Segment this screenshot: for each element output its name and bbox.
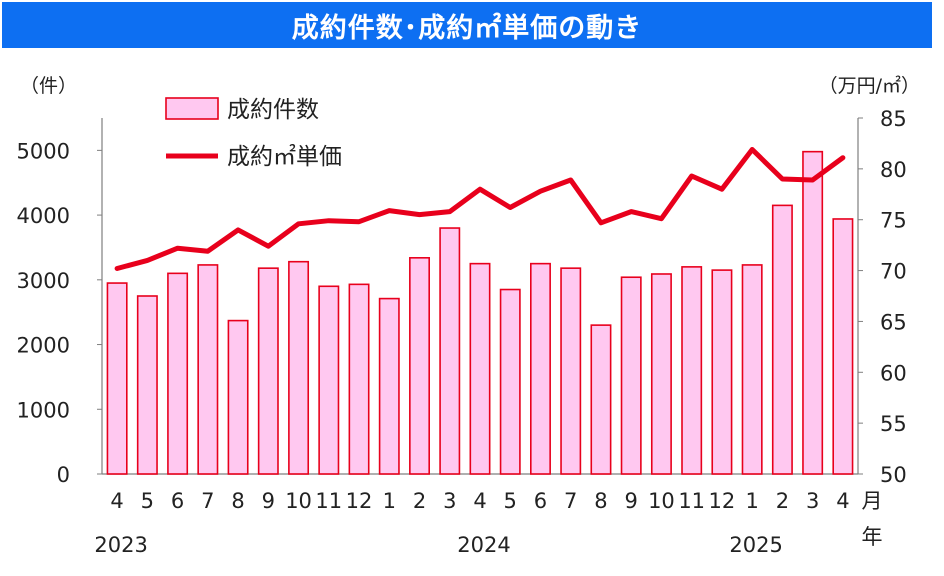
x-tick-label: 6 <box>534 489 547 513</box>
x-year-label: 2025 <box>729 533 782 557</box>
x-tick-label: 5 <box>141 489 154 513</box>
x-tick-label: 12 <box>346 489 373 513</box>
bar <box>560 267 582 475</box>
bar <box>620 276 642 475</box>
y-right-tick-label: 85 <box>880 107 907 131</box>
x-tick-label: 4 <box>110 489 123 513</box>
y-right-tick-label: 65 <box>880 310 907 334</box>
bar <box>197 264 219 475</box>
x-tick-label: 4 <box>836 489 849 513</box>
x-tick-label: 2 <box>413 489 426 513</box>
bar <box>439 227 461 475</box>
x-tick-label: 9 <box>625 489 638 513</box>
x-tick-label: 10 <box>648 489 675 513</box>
y-right-tick-label: 50 <box>880 463 907 487</box>
x-tick-label: 1 <box>383 489 396 513</box>
x-tick-label: 11 <box>315 489 342 513</box>
y-left-tick-label: 1000 <box>17 398 70 422</box>
bar <box>681 266 703 475</box>
bar <box>348 283 370 475</box>
bar <box>409 257 430 475</box>
bar <box>378 297 400 475</box>
y-left-tick-label: 0 <box>57 463 70 487</box>
line-series <box>114 147 846 271</box>
y-right-tick-label: 75 <box>880 209 907 233</box>
x-tick-label: 6 <box>171 489 184 513</box>
x-tick-label: 8 <box>594 489 607 513</box>
x-year-label: 2023 <box>94 533 147 557</box>
legend-line-label: 成約㎡単価 <box>227 144 342 170</box>
x-tick-label: 4 <box>473 489 486 513</box>
y-left-tick-label: 5000 <box>17 139 70 163</box>
legend-bar-swatch <box>165 97 219 120</box>
bar <box>802 150 824 475</box>
y-left-unit-label: （件） <box>20 75 77 97</box>
y-right-tick-label: 80 <box>880 158 907 182</box>
x-tick-label: 3 <box>806 489 819 513</box>
x-year-label: 2024 <box>457 533 510 557</box>
bar <box>499 288 521 475</box>
y-left-tick-label: 3000 <box>17 269 70 293</box>
bar <box>530 262 551 475</box>
bar <box>167 272 189 475</box>
bar <box>711 269 733 475</box>
y-left-tick-label: 2000 <box>17 334 70 358</box>
bar <box>257 267 279 475</box>
x-tick-label: 5 <box>504 489 517 513</box>
bar <box>469 262 491 475</box>
x-tick-label: 7 <box>564 489 577 513</box>
x-tick-label: 10 <box>285 489 312 513</box>
x-tick-label: 8 <box>231 489 244 513</box>
bar <box>741 264 763 475</box>
bar <box>832 218 854 475</box>
x-tick-label: 11 <box>678 489 705 513</box>
x-year-unit: 年 <box>862 525 883 549</box>
x-tick-label: 3 <box>443 489 456 513</box>
x-tick-label: 1 <box>745 489 758 513</box>
bar <box>136 295 158 475</box>
x-tick-label: 2 <box>776 489 789 513</box>
y-left-tick-label: 4000 <box>17 204 70 228</box>
chart-title: 成約件数･成約㎡単価の動き <box>2 2 932 48</box>
bar <box>771 204 793 475</box>
bar <box>318 285 340 475</box>
y-right-tick-label: 55 <box>880 412 907 436</box>
x-month-unit: 月 <box>862 489 883 513</box>
bar <box>288 260 310 475</box>
legend-bar-label: 成約件数 <box>227 97 319 123</box>
bar <box>106 282 128 475</box>
x-tick-label: 7 <box>201 489 214 513</box>
y-right-unit-label: （万円/㎡） <box>819 74 920 97</box>
bar <box>650 273 672 475</box>
x-tick-label: 12 <box>709 489 736 513</box>
bar <box>227 319 249 475</box>
bar <box>590 324 612 475</box>
y-right-tick-label: 60 <box>880 361 907 385</box>
y-right-tick-label: 70 <box>880 260 907 284</box>
x-tick-label: 9 <box>262 489 275 513</box>
